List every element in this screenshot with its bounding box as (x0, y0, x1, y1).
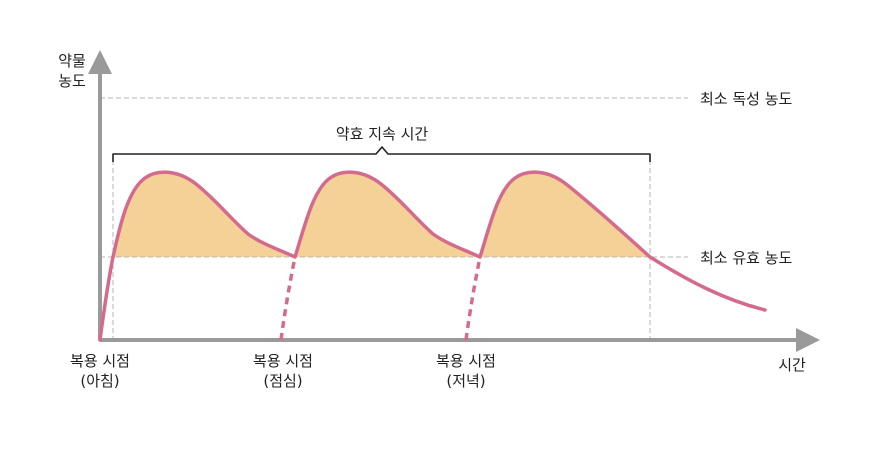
concentration-curve (98, 170, 767, 342)
y-axis-label-line2: 농도 (58, 72, 86, 90)
effective-area-evening (480, 172, 650, 257)
x-axis-label: 시간 (778, 356, 806, 374)
dose-noon-label: 복용 시점 (253, 352, 313, 370)
dose-noon-sublabel: (점심) (263, 372, 302, 390)
minimum-effective-concentration-label: 최소 유효 농도 (700, 249, 793, 267)
dose-evening-sublabel: (저녁) (446, 372, 485, 390)
y-axis-label-line1: 약물 (58, 52, 86, 70)
minimum-toxic-concentration-label: 최소 독성 농도 (700, 90, 793, 108)
duration-label: 약효 지속 시간 (336, 125, 429, 143)
dose-evening-label: 복용 시점 (436, 352, 496, 370)
dose-morning-label: 복용 시점 (70, 352, 130, 370)
noon-dose-absorption-dashed (279, 256, 297, 341)
evening-dose-absorption-dashed (464, 256, 482, 341)
duration-bracket (112, 146, 651, 162)
dose-morning-sublabel: (아침) (80, 372, 119, 390)
